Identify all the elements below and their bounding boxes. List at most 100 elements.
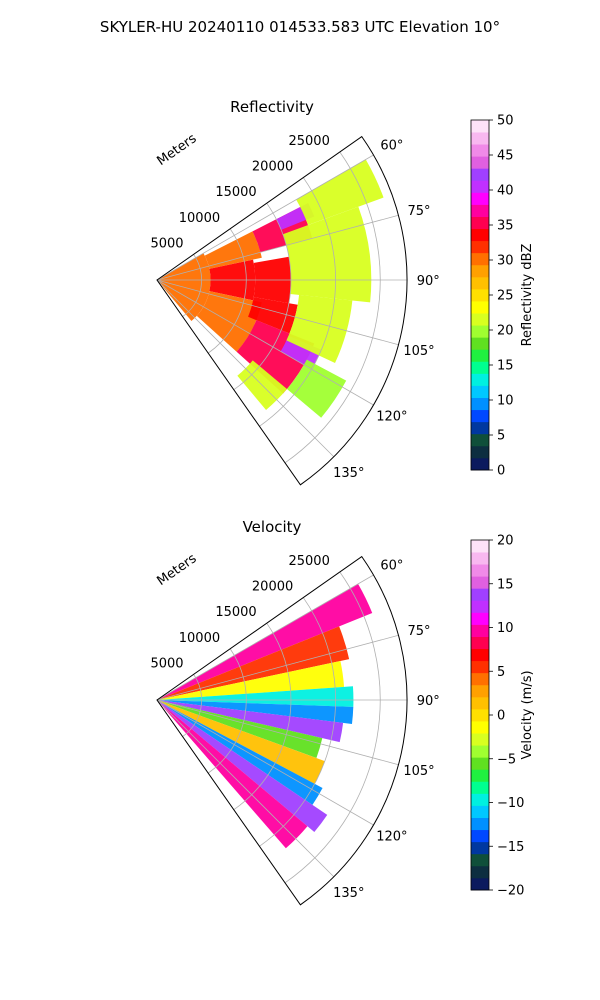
colorbar-swatch — [471, 660, 489, 674]
theta-tick-label: 135° — [333, 466, 364, 481]
colorbar-swatch — [471, 696, 489, 710]
echo-region — [280, 335, 322, 370]
azimuth-spoke — [156, 279, 374, 406]
radial-tick-label: 20000 — [252, 580, 293, 595]
colorbar-swatch — [471, 264, 489, 278]
colorbar-swatch — [471, 805, 489, 818]
colorbar-swatch — [471, 433, 489, 447]
echo-region — [286, 294, 353, 364]
radial-tick-label: 25000 — [288, 134, 329, 149]
echo-region — [282, 206, 372, 303]
theta-tick-label: 60° — [380, 558, 403, 573]
range-ring — [284, 571, 381, 884]
echo-region — [296, 159, 384, 226]
colorbar-swatch — [471, 540, 489, 553]
echo-region — [157, 700, 344, 743]
radial-tick-label: 15000 — [215, 605, 256, 620]
theta-tick-label: 120° — [376, 830, 407, 845]
colorbar-swatch — [471, 745, 489, 758]
theta-tick-label: 60° — [380, 138, 403, 153]
figure-title: SKYLER-HU 20240110 014533.583 UTC Elevat… — [100, 18, 500, 36]
velocity-panel: Velocity 5000 10000 15000 20000 25000 Meters 60… — [150, 518, 535, 906]
colorbar-swatch — [471, 349, 489, 362]
colorbar-swatch — [471, 576, 489, 589]
colorbar-swatch — [471, 588, 489, 601]
sector-frame — [156, 135, 408, 486]
azimuth-spoke — [156, 634, 399, 701]
colorbar-tick-label: 15 — [497, 359, 514, 374]
radial-tick-label: 25000 — [288, 554, 329, 569]
azimuth-spoke — [156, 154, 374, 281]
colorbar-tick-label: 10 — [497, 394, 514, 409]
theta-tick-label: 75° — [407, 204, 430, 219]
colorbar-swatch — [471, 564, 489, 577]
radial-tick-label: 20000 — [252, 160, 293, 175]
range-ring — [284, 151, 381, 464]
colorbar-swatch — [471, 228, 489, 242]
colorbar-swatch — [471, 192, 489, 205]
colorbar-label: Velocity (m/s) — [520, 670, 535, 759]
colorbar-swatch — [471, 216, 489, 230]
colorbar-tick-label: 45 — [497, 149, 514, 164]
radial-tick-label: 10000 — [179, 211, 220, 226]
colorbar-swatch — [471, 252, 489, 266]
echo-regions — [157, 159, 384, 418]
colorbar-swatch — [471, 204, 489, 217]
colorbar-swatch — [471, 276, 489, 290]
sector-frame — [156, 555, 408, 906]
radial-tick-label: 5000 — [150, 236, 183, 251]
colorbar-swatch — [471, 168, 489, 181]
colorbar-swatch — [471, 817, 489, 831]
colorbar-swatch — [471, 552, 489, 565]
theta-tick-label: 75° — [407, 624, 430, 639]
colorbar-swatch — [471, 325, 489, 338]
range-ring — [259, 597, 336, 847]
colorbar-swatch — [471, 132, 489, 145]
colorbar-swatch — [471, 648, 489, 662]
echo-region — [286, 359, 347, 418]
colorbar: −20 −15 −10 −5 0 5 10 15 20 Velocity (m/s) — [470, 534, 535, 899]
colorbar-swatch — [471, 636, 489, 650]
colorbar-tick-label: 35 — [497, 219, 514, 234]
colorbar-swatch — [471, 600, 489, 613]
colorbar-swatch — [471, 240, 489, 254]
colorbar-swatch — [471, 877, 489, 891]
echo-region — [157, 700, 325, 784]
echo-region — [157, 686, 354, 707]
colorbar-tick-label: 0 — [497, 709, 505, 724]
colorbar: 0 5 10 15 20 25 30 35 40 45 50 Reflectivity dBZ — [470, 114, 535, 479]
radial-tick-label: 5000 — [150, 656, 183, 671]
echo-region — [157, 700, 323, 759]
colorbar-swatch — [471, 180, 489, 193]
colorbar-swatch — [471, 708, 489, 722]
colorbar-tick-label: 30 — [497, 254, 514, 269]
colorbar-swatch — [471, 313, 489, 326]
colorbar-tick-label: −10 — [497, 796, 524, 811]
colorbar-swatch — [471, 757, 489, 770]
colorbar-swatch — [471, 672, 489, 686]
colorbar-swatch — [471, 373, 489, 386]
echo-region — [157, 700, 328, 833]
colorbar-swatch — [471, 684, 489, 698]
theta-tick-label: 105° — [403, 344, 434, 359]
echo-region — [248, 297, 298, 334]
reflectivity-panel: Reflectivity 5000 10000 15000 20000 25000 Mete… — [150, 98, 535, 486]
panel-title: Reflectivity — [230, 98, 314, 116]
colorbar-swatch — [471, 397, 489, 411]
azimuth-spoke — [156, 699, 374, 826]
colorbar-tick-label: 0 — [497, 464, 505, 479]
range-ring — [233, 202, 292, 391]
colorbar-swatch — [471, 781, 489, 794]
echo-region — [157, 700, 323, 805]
azimuth-spoke — [156, 279, 335, 458]
colorbar-swatch — [471, 120, 489, 133]
theta-tick-label: 135° — [333, 886, 364, 901]
range-ring — [207, 648, 247, 774]
theta-tick-label: 120° — [376, 410, 407, 425]
colorbar-swatch — [471, 612, 489, 625]
colorbar-swatch — [471, 361, 489, 374]
colorbar-swatch — [471, 841, 489, 855]
colorbar-tick-label: 5 — [497, 665, 505, 680]
echo-regions — [157, 583, 373, 849]
